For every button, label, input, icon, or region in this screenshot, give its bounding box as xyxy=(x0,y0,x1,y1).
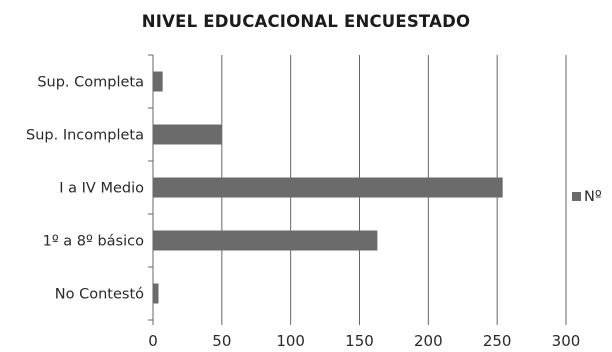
legend-label: Nº xyxy=(584,189,602,205)
legend: Nº xyxy=(572,189,602,205)
x-tick-label: 300 xyxy=(552,332,581,350)
x-tick-label: 200 xyxy=(414,332,443,350)
x-tick-label: 0 xyxy=(148,332,158,350)
x-tick-label: 250 xyxy=(483,332,512,350)
x-tick-label: 50 xyxy=(212,332,231,350)
category-label: 1º a 8º básico xyxy=(43,234,144,250)
bar xyxy=(153,71,163,92)
bar xyxy=(153,124,222,145)
bar xyxy=(153,283,159,304)
bars xyxy=(153,71,503,304)
bar xyxy=(153,177,503,198)
category-label: Sup. Incompleta xyxy=(26,128,144,144)
category-label: No Contestó xyxy=(55,287,144,303)
chart-title: NIVEL EDUCACIONAL ENCUESTADO xyxy=(141,12,471,31)
x-tick-label: 150 xyxy=(345,332,374,350)
x-tick-labels: 0 50 100 150 200 250 300 xyxy=(148,332,580,350)
category-labels: No Contestó 1º a 8º básico I a IV Medio Sup… xyxy=(26,75,144,303)
x-tick-label: 100 xyxy=(276,332,305,350)
axes xyxy=(148,54,567,325)
legend-swatch xyxy=(572,192,581,201)
category-label: Sup. Completa xyxy=(37,75,144,91)
category-label: I a IV Medio xyxy=(59,181,144,197)
bar xyxy=(153,230,378,251)
